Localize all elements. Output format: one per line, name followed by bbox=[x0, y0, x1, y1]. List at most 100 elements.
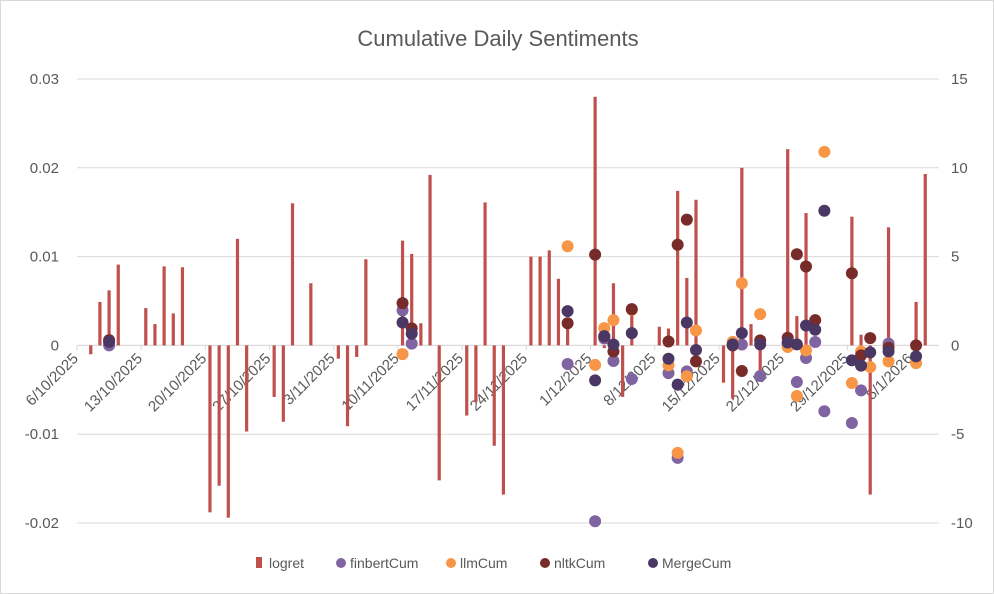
logret-bar bbox=[226, 345, 230, 518]
MergeCum-point bbox=[790, 338, 803, 351]
left-tick-label: 0.02 bbox=[30, 160, 59, 177]
logret-bar bbox=[749, 324, 753, 346]
x-tick-label: 13/10/2025 bbox=[81, 350, 146, 415]
logret-bar bbox=[721, 345, 726, 383]
llmCum-point bbox=[680, 370, 693, 383]
logret-bar bbox=[272, 345, 276, 397]
logret-bar bbox=[144, 308, 148, 346]
llmCum-point bbox=[671, 446, 684, 459]
finbertCum-point bbox=[855, 384, 868, 397]
finbertCum-point bbox=[809, 336, 822, 349]
llmCum-point bbox=[735, 277, 748, 290]
nltkCum-point bbox=[396, 297, 409, 310]
finbertCum-point bbox=[818, 405, 831, 418]
logret-bar bbox=[208, 345, 212, 513]
right-tick-label: 15 bbox=[951, 71, 968, 88]
MergeCum-point bbox=[671, 378, 684, 391]
MergeCum-point bbox=[103, 335, 116, 348]
logret-bar bbox=[410, 253, 414, 346]
nltkCum-point bbox=[845, 267, 858, 280]
nltkCum-point bbox=[625, 303, 638, 316]
MergeCum-point bbox=[809, 323, 822, 336]
legend-label: nltkCum bbox=[554, 555, 605, 571]
logret-bar bbox=[437, 345, 441, 481]
logret-bar bbox=[740, 167, 744, 346]
llmCum-point bbox=[845, 377, 858, 390]
logret-bar bbox=[483, 202, 487, 346]
finbertCum-point bbox=[754, 369, 767, 382]
llmCum-point bbox=[818, 145, 831, 158]
llmCum-point bbox=[882, 355, 895, 368]
MergeCum-point bbox=[882, 345, 895, 358]
right-axis: -10 -5 0 5 10 15 bbox=[951, 71, 973, 532]
left-tick-label: 0 bbox=[51, 337, 59, 354]
logret-bar bbox=[731, 345, 735, 399]
logret-bar bbox=[538, 256, 542, 346]
MergeCum-point bbox=[800, 319, 813, 332]
logret-bar bbox=[556, 278, 561, 346]
logret-bar bbox=[217, 345, 221, 486]
MergeCum-point bbox=[680, 316, 693, 329]
right-tick-label: 0 bbox=[951, 337, 959, 354]
logret-bar bbox=[566, 323, 570, 346]
logret-bar bbox=[676, 190, 680, 346]
finbertCum-point bbox=[845, 417, 858, 430]
x-tick-label: 17/11/2025 bbox=[403, 350, 467, 414]
finbertCum-point bbox=[405, 337, 418, 350]
logret-bar bbox=[492, 345, 496, 446]
nltkCum-point bbox=[680, 213, 693, 226]
logret-bar bbox=[529, 256, 533, 346]
llmCum-point bbox=[689, 324, 702, 337]
x-tick-label: 6/10/2025 bbox=[23, 350, 82, 409]
logret-bar bbox=[758, 345, 762, 373]
logret-bar bbox=[914, 301, 918, 346]
left-tick-label: 0.03 bbox=[30, 71, 59, 88]
logret-bar bbox=[107, 290, 111, 346]
MergeCum-point bbox=[625, 327, 638, 340]
llmCum-point bbox=[607, 314, 620, 327]
logret-bar bbox=[694, 199, 698, 346]
logret-bar bbox=[474, 345, 478, 403]
legend-label: finbertCum bbox=[350, 555, 418, 571]
logret-bar bbox=[428, 174, 432, 346]
MergeCum-point bbox=[864, 346, 877, 359]
logret-bar bbox=[657, 326, 661, 346]
MergeCum-point bbox=[396, 316, 409, 329]
nltkCum-point bbox=[662, 335, 675, 348]
llmCum-point bbox=[790, 390, 803, 403]
MergeCum-point bbox=[855, 359, 868, 372]
legend-label: MergeCum bbox=[662, 555, 731, 571]
MergeCum-point bbox=[405, 327, 418, 340]
logret-bar bbox=[336, 345, 340, 359]
llmCum-point bbox=[561, 240, 574, 253]
finbertCum-point bbox=[735, 338, 748, 351]
MergeCum-point bbox=[845, 354, 858, 367]
nltkCum-point bbox=[809, 314, 822, 327]
legend-bar-swatch bbox=[256, 557, 262, 568]
right-tick-label: -5 bbox=[951, 426, 964, 443]
nltkCum-point bbox=[735, 364, 748, 377]
logret-bar bbox=[850, 216, 854, 346]
logret-bar bbox=[98, 301, 102, 346]
logret-bar bbox=[355, 345, 359, 357]
logret-bar bbox=[795, 316, 799, 346]
right-tick-label: 10 bbox=[951, 160, 968, 177]
left-tick-label: -0.02 bbox=[25, 515, 59, 532]
logret-bar bbox=[235, 238, 240, 346]
right-tick-label: -10 bbox=[951, 515, 973, 532]
MergeCum-point bbox=[561, 305, 574, 318]
logret-bar bbox=[547, 250, 551, 346]
llmCum-point bbox=[589, 358, 602, 371]
legend-label: logret bbox=[269, 555, 304, 571]
MergeCum-point bbox=[589, 374, 602, 387]
nltkCum-point bbox=[689, 355, 702, 368]
finbertCum-point bbox=[790, 375, 803, 388]
logret-bar bbox=[786, 149, 790, 346]
MergeCum-point bbox=[735, 327, 748, 340]
finbertCum-point bbox=[589, 515, 602, 528]
MergeCum-point bbox=[607, 338, 620, 351]
logret-bar bbox=[180, 267, 185, 346]
logret-bar bbox=[685, 277, 689, 346]
